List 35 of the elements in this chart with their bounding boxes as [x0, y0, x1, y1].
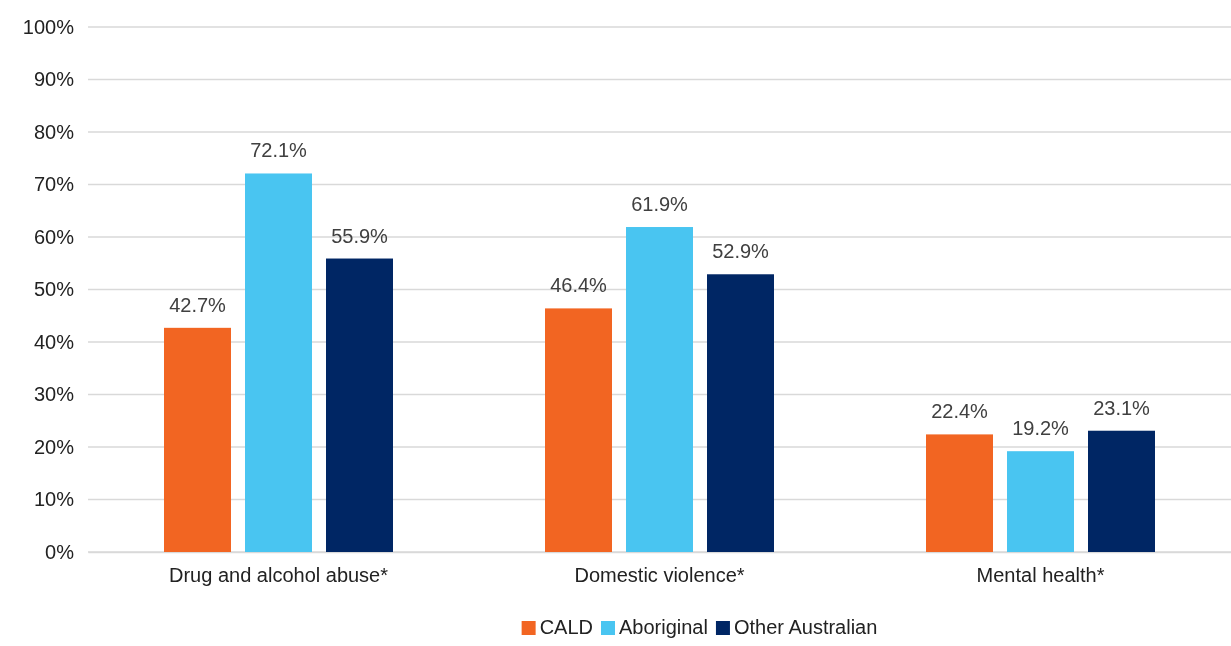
y-tick-label: 20% — [33, 435, 75, 458]
data-label: 22.4% — [931, 400, 989, 423]
y-tick-label: 60% — [33, 225, 75, 248]
y-tick-label: 0% — [45, 540, 75, 563]
x-tick-label: Drug and alcohol abuse* — [168, 564, 389, 587]
legend-label: Aboriginal — [618, 616, 708, 638]
bar — [1088, 430, 1155, 552]
data-label: 23.1% — [1093, 396, 1151, 419]
y-tick-label: 40% — [33, 330, 75, 353]
y-tick-label: 100% — [22, 15, 75, 38]
bar — [626, 227, 693, 552]
data-label: 72.1% — [250, 139, 308, 162]
bar — [926, 434, 993, 552]
y-tick-label: 30% — [33, 383, 75, 406]
y-tick-label: 70% — [33, 173, 75, 196]
x-tick-label: Domestic violence* — [574, 564, 745, 587]
data-label: 19.2% — [1012, 417, 1070, 440]
bar — [326, 258, 393, 552]
legend-label: Other Australian — [733, 616, 878, 638]
bar — [245, 173, 312, 552]
bar — [164, 327, 231, 552]
bar — [1007, 451, 1074, 552]
data-label: 55.9% — [331, 224, 389, 247]
data-label: 46.4% — [550, 274, 608, 297]
y-tick-label: 50% — [33, 278, 75, 301]
data-label: 61.9% — [631, 193, 689, 216]
bar — [707, 274, 774, 552]
legend-label: CALD — [539, 616, 593, 638]
data-label: 52.9% — [712, 240, 770, 263]
y-tick-label: 90% — [33, 68, 75, 91]
x-tick-label: Mental health* — [976, 564, 1105, 587]
y-tick-label: 10% — [33, 488, 75, 511]
bar — [545, 308, 612, 552]
y-tick-label: 80% — [33, 120, 75, 143]
data-label: 42.7% — [169, 293, 227, 316]
